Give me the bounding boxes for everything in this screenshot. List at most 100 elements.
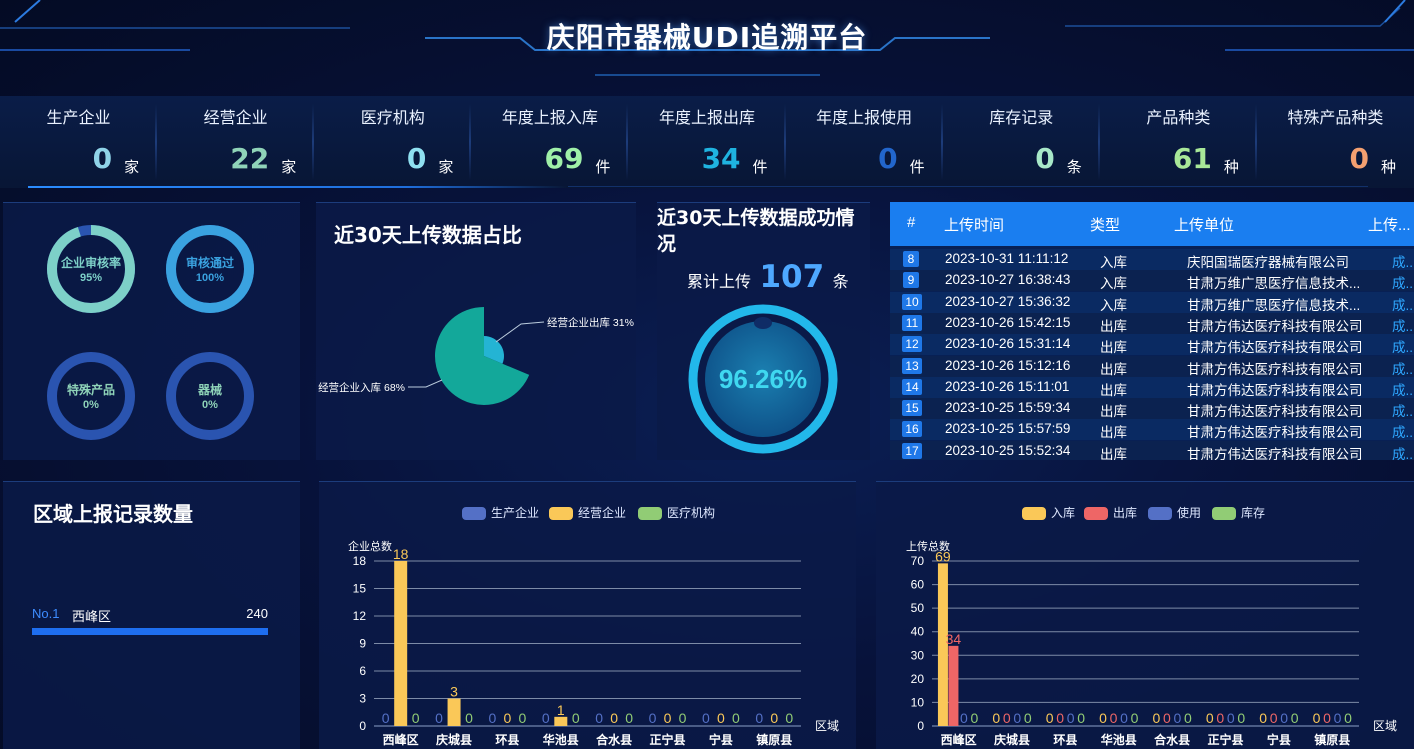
x-tick-label: 庆城县 (993, 732, 1030, 747)
bar[interactable] (394, 561, 408, 726)
legend-item[interactable]: 出库 (1084, 505, 1137, 520)
bar-value-label: 34 (946, 631, 962, 647)
ring-label: 器械 (197, 382, 222, 397)
ring-value: 0% (202, 399, 218, 411)
bar-value-label: 0 (679, 710, 687, 726)
x-tick-label: 正宁县 (1208, 732, 1244, 747)
stat-card: 特殊产品种类 0 种 (1257, 96, 1414, 188)
bar-value-label: 0 (1110, 710, 1118, 726)
legend-item[interactable]: 库存 (1212, 505, 1265, 520)
pie-label-line (495, 321, 545, 343)
row-time: 2023-10-26 15:31:14 (945, 336, 1071, 352)
page-title: 庆阳市器械UDI追溯平台 (546, 21, 868, 54)
y-tick-label: 6 (359, 664, 366, 678)
stat-card: 医疗机构 0 家 (314, 96, 472, 188)
bar[interactable] (447, 698, 461, 727)
gauge-rate: 96.26% (719, 364, 807, 394)
upload-total-value: 107 (759, 259, 825, 295)
stat-unit: 件 (909, 159, 925, 176)
row-type: 入库 (1100, 276, 1127, 292)
table-row[interactable]: 15 2023-10-25 15:59:34 出库 甘肃方伟达医疗科技有限公司 成... (890, 398, 1414, 420)
bar-value-label: 0 (1120, 710, 1128, 726)
row-status: 成... (1392, 340, 1414, 356)
enterprise-count-chart: 生产企业 经营企业 医疗机构企业总数0369121518区域西峰区0180庆城县03… (348, 505, 839, 747)
legend-swatch (1022, 507, 1046, 520)
table-row[interactable]: 11 2023-10-26 15:42:15 出库 甘肃方伟达医疗科技有限公司 成... (890, 312, 1414, 334)
legend-item[interactable]: 经营企业 (549, 505, 626, 520)
region-records-title: 区域上报记录数量 (33, 502, 193, 526)
table-row[interactable]: 12 2023-10-26 15:31:14 出库 甘肃方伟达医疗科技有限公司 成... (890, 334, 1414, 356)
legend-label: 生产企业 (491, 505, 539, 520)
y-tick-label: 70 (911, 554, 925, 568)
ring-track (166, 352, 254, 440)
legend-swatch (1084, 507, 1108, 520)
legend-item[interactable]: 使用 (1148, 505, 1201, 520)
row-time: 2023-10-26 15:11:01 (945, 378, 1070, 394)
row-type: 出库 (1100, 446, 1127, 460)
table-row[interactable]: 9 2023-10-27 16:38:43 入库 甘肃万维广思医疗信息技术... 成..… (890, 270, 1414, 292)
bar-value-label: 0 (1344, 710, 1352, 726)
legend-label: 入库 (1051, 505, 1075, 520)
legend-swatch (1148, 507, 1172, 520)
bar-value-label: 0 (992, 710, 1000, 726)
table-row[interactable]: 17 2023-10-25 15:52:34 出库 甘肃方伟达医疗科技有限公司 成... (890, 440, 1414, 460)
y-tick-label: 15 (353, 582, 367, 596)
col-header-type: 类型 (1090, 217, 1121, 234)
x-tick-label: 环县 (1053, 733, 1077, 747)
x-tick-label: 合水县 (1154, 732, 1190, 747)
bar-value-label: 0 (1003, 710, 1011, 726)
upload-total-prefix: 累计上传 (687, 274, 752, 291)
ring-track (47, 352, 135, 440)
legend-item[interactable]: 生产企业 (462, 505, 539, 520)
stat-divider (1097, 104, 1100, 180)
x-tick-label: 西峰区 (383, 732, 419, 747)
table-row[interactable]: 16 2023-10-25 15:57:59 出库 甘肃方伟达医疗科技有限公司 成... (890, 419, 1414, 441)
ring-label: 企业审核率 (60, 255, 121, 270)
table-row[interactable]: 8 2023-10-31 11:11:12 入库 庆阳国瑞医疗器械有限公司 成... (890, 249, 1414, 270)
pie-slice[interactable] (435, 307, 530, 405)
bar-value-label: 0 (755, 710, 763, 726)
bar-value-label: 18 (393, 546, 409, 562)
row-type: 入库 (1100, 297, 1127, 313)
ring-gauge: 企业审核率 95% (47, 225, 135, 313)
upload-ratio-title: 近30天上传数据占比 (334, 223, 522, 247)
row-unit: 甘肃方伟达医疗科技有限公司 (1187, 382, 1363, 398)
region-bar-track (32, 628, 268, 635)
legend-item[interactable]: 医疗机构 (638, 505, 715, 520)
table-row[interactable]: 10 2023-10-27 15:36:32 入库 甘肃万维广思医疗信息技术... 成.… (890, 291, 1414, 313)
header-decoration (0, 0, 1414, 76)
upload-total-unit: 条 (832, 274, 849, 291)
col-header-index: # (907, 214, 916, 231)
row-type: 出库 (1100, 318, 1127, 334)
pie-slice[interactable] (484, 336, 504, 364)
stat-divider (312, 104, 315, 180)
row-status: 成... (1392, 404, 1414, 420)
row-status: 成... (1392, 425, 1414, 441)
bar[interactable] (554, 716, 568, 726)
table-row[interactable]: 14 2023-10-26 15:11:01 出库 甘肃方伟达医疗科技有限公司 成... (890, 376, 1414, 398)
legend-item[interactable]: 入库 (1022, 505, 1075, 520)
stat-label: 年度上报出库 (658, 110, 755, 127)
legend-label: 出库 (1113, 505, 1137, 520)
row-unit: 甘肃方伟达医疗科技有限公司 (1187, 446, 1363, 460)
stat-value: 0 (878, 142, 898, 175)
bar-value-label: 0 (1323, 710, 1331, 726)
x-tick-label: 环县 (495, 733, 519, 747)
stat-label: 年度上报入库 (501, 110, 598, 127)
region-item: No.1 西峰区 240 (32, 606, 268, 636)
header: 庆阳市器械UDI追溯平台 (0, 0, 1414, 95)
stat-divider (783, 104, 786, 180)
row-unit: 甘肃方伟达医疗科技有限公司 (1187, 318, 1363, 334)
stats-bar: 生产企业 0 家经营企业 22 家医疗机构 0 家年度上报入库 69 件年度上报出库 34 件年度上… (0, 96, 1414, 188)
table-row[interactable]: 13 2023-10-26 15:12:16 出库 甘肃方伟达医疗科技有限公司 成... (890, 355, 1414, 377)
bar[interactable] (937, 563, 948, 726)
row-type: 出库 (1100, 404, 1127, 420)
bar-value-label: 0 (1206, 710, 1214, 726)
bar-value-label: 0 (572, 710, 580, 726)
bar[interactable] (948, 645, 959, 726)
x-tick-label: 镇原县 (756, 732, 792, 747)
y-tick-label: 20 (911, 672, 925, 686)
col-header-status: 上传... (1368, 217, 1411, 234)
y-tick-label: 9 (359, 637, 366, 651)
